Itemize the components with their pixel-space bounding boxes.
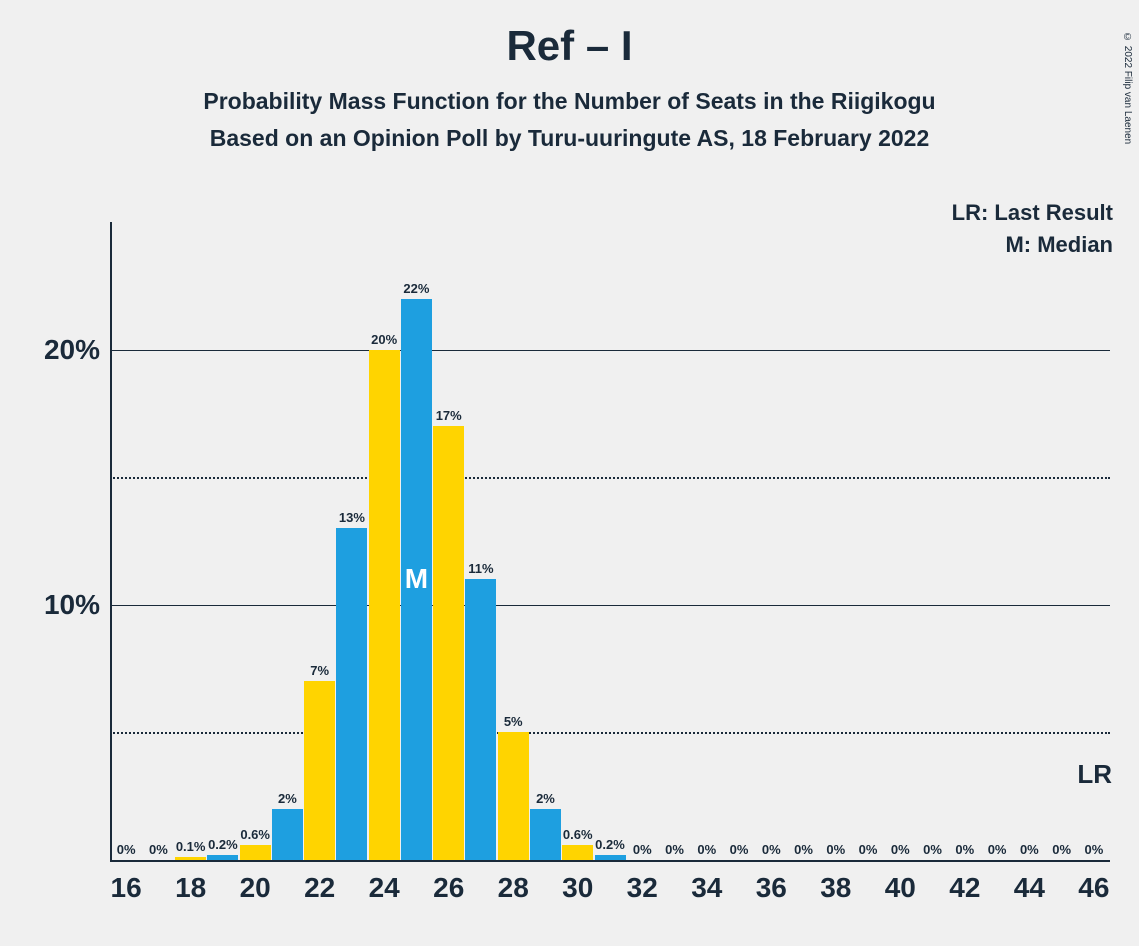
bar-value-label: 7% xyxy=(310,663,329,678)
bar: 0.1% xyxy=(175,857,206,860)
chart-plot-area: 10%20%LR 0%0%0.1%0.2%0.6%2%7%13%20%22%M1… xyxy=(110,222,1110,862)
bar-value-label: 0% xyxy=(730,842,749,857)
bar-value-label: 11% xyxy=(468,561,493,576)
bar-value-label: 0% xyxy=(762,842,781,857)
bar-value-label: 0.6% xyxy=(563,827,593,842)
bar-value-label: 2% xyxy=(278,791,297,806)
x-tick-label: 38 xyxy=(820,872,851,904)
bar: 17% xyxy=(433,426,464,860)
x-tick-label: 22 xyxy=(304,872,335,904)
x-tick-label: 46 xyxy=(1078,872,1109,904)
bar-value-label: 0.1% xyxy=(176,839,206,854)
bar: 20% xyxy=(369,350,400,860)
x-tick-label: 20 xyxy=(240,872,271,904)
x-tick-label: 32 xyxy=(627,872,658,904)
bar-value-label: 0% xyxy=(665,842,684,857)
bar-value-label: 0% xyxy=(826,842,845,857)
bar-value-label: 0% xyxy=(923,842,942,857)
x-tick-label: 42 xyxy=(949,872,980,904)
bar-value-label: 0% xyxy=(697,842,716,857)
x-tick-label: 16 xyxy=(111,872,142,904)
bar-value-label: 2% xyxy=(536,791,555,806)
bar-value-label: 20% xyxy=(371,332,397,347)
x-tick-label: 30 xyxy=(562,872,593,904)
bars-container: 0%0%0.1%0.2%0.6%2%7%13%20%22%M17%11%5%2%… xyxy=(110,222,1110,860)
y-axis-label: 10% xyxy=(30,589,100,621)
bar-value-label: 0% xyxy=(794,842,813,857)
x-tick-label: 40 xyxy=(885,872,916,904)
chart-subtitle-2: Based on an Opinion Poll by Turu-uuringu… xyxy=(0,125,1139,152)
x-tick-label: 24 xyxy=(369,872,400,904)
bar: 2% xyxy=(272,809,303,860)
bar: 2% xyxy=(530,809,561,860)
x-tick-label: 34 xyxy=(691,872,722,904)
bar-value-label: 0% xyxy=(149,842,168,857)
bar-value-label: 5% xyxy=(504,714,523,729)
x-tick-label: 36 xyxy=(756,872,787,904)
bar-value-label: 0.2% xyxy=(595,837,625,852)
bar: 22%M xyxy=(401,299,432,860)
bar: 0.2% xyxy=(207,855,238,860)
bar-value-label: 0% xyxy=(955,842,974,857)
chart-subtitle-1: Probability Mass Function for the Number… xyxy=(0,88,1139,115)
bar-value-label: 0% xyxy=(117,842,136,857)
bar-value-label: 0% xyxy=(859,842,878,857)
bar-value-label: 17% xyxy=(436,408,462,423)
bar-value-label: 0.6% xyxy=(240,827,270,842)
bar-value-label: 0% xyxy=(988,842,1007,857)
bar: 11% xyxy=(465,579,496,860)
bar: 5% xyxy=(498,732,529,860)
bar-value-label: 0% xyxy=(1084,842,1103,857)
x-axis xyxy=(110,860,1110,862)
bar: 0.2% xyxy=(595,855,626,860)
bar: 0.6% xyxy=(562,845,593,860)
bar-value-label: 22% xyxy=(403,281,429,296)
bar-value-label: 13% xyxy=(339,510,365,525)
median-marker: M xyxy=(405,563,428,595)
x-tick-label: 28 xyxy=(498,872,529,904)
bar-value-label: 0% xyxy=(1020,842,1039,857)
bar: 13% xyxy=(336,528,367,860)
bar-value-label: 0% xyxy=(1052,842,1071,857)
bar: 0.6% xyxy=(240,845,271,860)
y-axis-label: 20% xyxy=(30,334,100,366)
x-tick-label: 18 xyxy=(175,872,206,904)
copyright-text: © 2022 Filip van Laenen xyxy=(1122,32,1133,144)
x-tick-label: 26 xyxy=(433,872,464,904)
chart-title: Ref – I xyxy=(0,22,1139,70)
bar-value-label: 0% xyxy=(891,842,910,857)
bar: 7% xyxy=(304,681,335,860)
bar-value-label: 0.2% xyxy=(208,837,238,852)
x-tick-label: 44 xyxy=(1014,872,1045,904)
bar-value-label: 0% xyxy=(633,842,652,857)
